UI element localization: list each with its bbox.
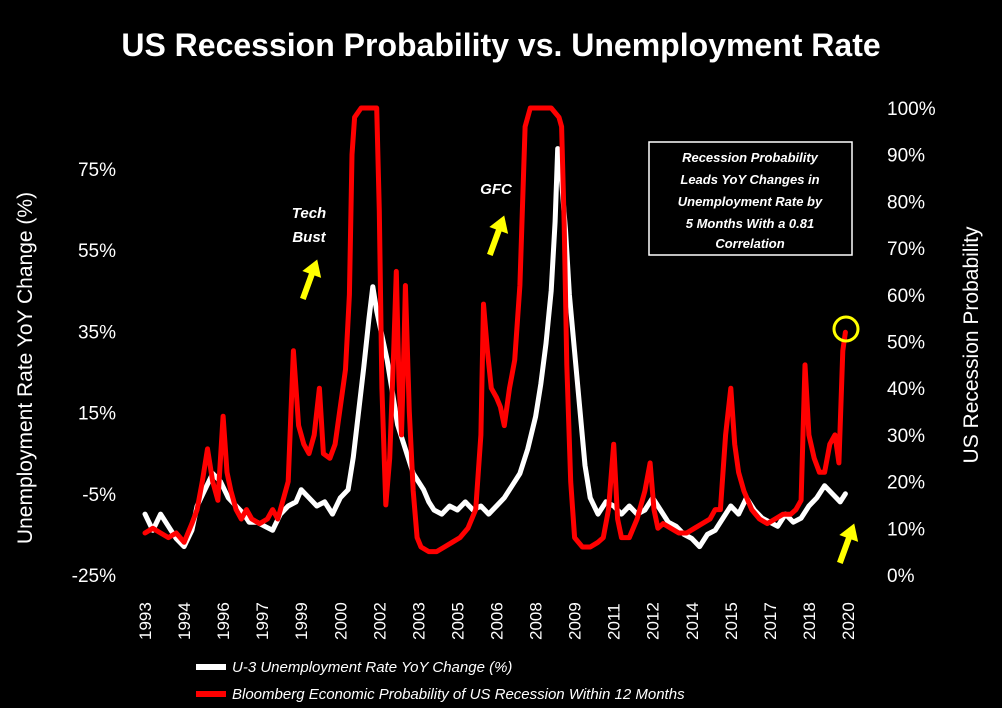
right-axis-ticks: 0% 10% 20% 30% 40% 50% 60% 70% 80% 90% 100% bbox=[887, 99, 936, 587]
gfc-label: GFC bbox=[480, 181, 513, 198]
left-tick-label: 75% bbox=[78, 160, 116, 181]
x-tick-label: 1993 bbox=[136, 602, 155, 640]
right-tick-label: 30% bbox=[887, 426, 925, 447]
left-tick-label: 15% bbox=[78, 404, 116, 425]
plot-area bbox=[142, 105, 848, 555]
right-tick-label: 100% bbox=[887, 99, 936, 120]
left-tick-label: -5% bbox=[82, 485, 116, 506]
left-tick-label: -25% bbox=[72, 566, 116, 587]
legend-label-unemployment: U-3 Unemployment Rate YoY Change (%) bbox=[232, 659, 512, 676]
x-tick-label: 2011 bbox=[605, 603, 624, 640]
x-tick-label: 2018 bbox=[800, 602, 819, 640]
latest-annotation bbox=[832, 315, 860, 564]
tech-bust-annotation: Tech Bust bbox=[292, 205, 327, 300]
tech-bust-label-line1: Tech bbox=[292, 205, 326, 222]
callout-line-3: Unemployment Rate by bbox=[678, 194, 823, 209]
right-tick-label: 10% bbox=[887, 519, 925, 540]
x-tick-label: 2020 bbox=[839, 602, 858, 640]
x-tick-label: 2017 bbox=[761, 602, 780, 640]
left-axis-label: Unemployment Rate YoY Change (%) bbox=[14, 192, 37, 544]
left-axis-ticks: -25% -5% 15% 35% 55% 75% bbox=[72, 160, 116, 587]
x-tick-label: 2003 bbox=[409, 602, 428, 640]
x-tick-label: 2015 bbox=[722, 602, 741, 640]
chart-title: US Recession Probability vs. Unemploymen… bbox=[121, 27, 880, 63]
callout-line-1: Recession Probability bbox=[682, 150, 819, 165]
right-tick-label: 0% bbox=[887, 566, 915, 587]
right-tick-label: 20% bbox=[887, 473, 925, 494]
unemployment-series-line bbox=[142, 146, 848, 550]
right-tick-label: 90% bbox=[887, 146, 925, 167]
arrow-up-icon bbox=[487, 215, 509, 256]
callout-box: Recession Probability Leads YoY Changes … bbox=[648, 141, 853, 256]
gfc-annotation: GFC bbox=[480, 181, 513, 256]
x-tick-label: 2014 bbox=[683, 602, 702, 640]
right-axis-label: US Recession Probability bbox=[960, 226, 983, 463]
x-tick-label: 2005 bbox=[448, 602, 467, 640]
x-tick-label: 2006 bbox=[488, 602, 507, 640]
legend: U-3 Unemployment Rate YoY Change (%) Blo… bbox=[196, 659, 685, 703]
highlight-circle bbox=[832, 315, 860, 343]
recession-probability-series-line bbox=[142, 105, 848, 555]
right-tick-label: 60% bbox=[887, 286, 925, 307]
left-tick-label: 35% bbox=[78, 322, 116, 343]
x-tick-label: 2008 bbox=[527, 602, 546, 640]
tech-bust-label-line2: Bust bbox=[292, 229, 326, 246]
right-tick-label: 70% bbox=[887, 239, 925, 260]
x-tick-label: 1994 bbox=[175, 602, 194, 640]
x-tick-label: 2002 bbox=[370, 602, 389, 640]
right-tick-label: 80% bbox=[887, 192, 925, 213]
arrow-up-icon bbox=[837, 523, 859, 564]
right-tick-label: 40% bbox=[887, 379, 925, 400]
x-axis-ticks: 1993 1994 1996 1997 1999 2000 2002 2003 2005 2006… bbox=[136, 602, 858, 640]
x-tick-label: 2012 bbox=[644, 602, 663, 640]
arrow-up-icon bbox=[300, 259, 322, 300]
x-tick-label: 1999 bbox=[292, 602, 311, 640]
x-tick-label: 1996 bbox=[214, 602, 233, 640]
legend-label-recession: Bloomberg Economic Probability of US Rec… bbox=[232, 686, 685, 703]
right-tick-label: 50% bbox=[887, 333, 925, 354]
callout-line-2: Leads YoY Changes in bbox=[680, 172, 819, 187]
callout-box-border bbox=[648, 141, 853, 256]
left-tick-label: 55% bbox=[78, 241, 116, 262]
x-tick-label: 2009 bbox=[566, 602, 585, 640]
callout-line-4: 5 Months With a 0.81 bbox=[686, 216, 814, 231]
callout-line-5: Correlation bbox=[715, 236, 784, 251]
x-tick-label: 2000 bbox=[331, 602, 350, 640]
x-tick-label: 1997 bbox=[253, 602, 272, 640]
